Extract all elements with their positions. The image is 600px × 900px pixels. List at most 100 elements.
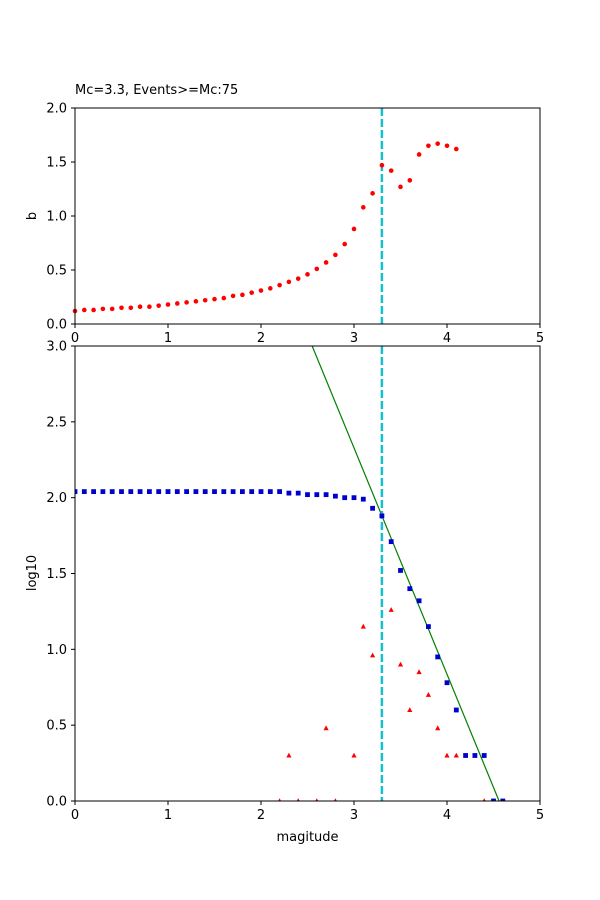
plot-area [75,346,506,801]
chart-title: Mc=3.3, Events>=Mc:75 [75,83,238,98]
data-point [100,489,106,494]
y-tick-label: 0.5 [46,719,67,734]
data-point [184,489,189,494]
data-series [75,489,506,801]
data-point [333,252,338,258]
data-point [221,295,227,301]
y-tick-label: 2.0 [46,102,67,117]
data-point [286,490,292,496]
data-point [128,305,134,311]
data-point [472,753,478,758]
data-point [315,798,319,801]
data-point [82,307,87,313]
data-point [407,586,413,592]
data-point [305,492,310,498]
data-point [323,260,329,265]
data-point [481,753,487,758]
y-tick-label: 1.5 [46,567,67,582]
y-tick-label: 2.5 [46,415,67,430]
data-point [351,752,357,758]
data-point [444,143,450,149]
data-point [351,495,357,501]
data-point [398,184,403,190]
data-point [435,725,441,731]
data-point [491,798,496,801]
y-tick-label: 1.5 [46,156,67,171]
x-axis-ticks: 0 1 2 3 4 5 [71,324,544,346]
data-point [230,489,236,494]
data-point [397,661,404,667]
data-point [333,798,337,801]
data-point [193,299,199,304]
y-axis-ticks: 0.0 0.5 1.0 1.5 2.0 2.5 3.0 [46,340,75,810]
data-point [193,489,199,494]
y-axis-ticks: 0.0 0.5 1.0 1.5 2.0 [46,102,75,333]
data-point [230,293,236,299]
data-point [286,752,292,758]
data-point [342,495,348,501]
data-point [174,489,180,494]
x-axis-label: magitude [276,830,338,845]
data-point [165,302,171,307]
y-axis-label: log10 [25,555,40,591]
data-point [212,296,217,302]
x-tick-label: 3 [350,808,358,823]
data-point [137,304,143,310]
y-tick-label: 3.0 [46,340,67,355]
data-point [286,279,292,285]
data-point [416,669,422,675]
y-tick-label: 0.0 [46,318,67,333]
y-tick-label: 1.0 [46,643,67,658]
data-point [425,692,431,697]
y-tick-label: 0.5 [46,264,67,279]
x-tick-label: 0 [71,331,79,346]
data-point [295,276,301,281]
data-point [296,798,300,801]
x-tick-label: 4 [443,331,451,346]
data-point [156,489,162,494]
data-point [240,489,245,494]
b-value-panel: Mc=3.3, Events>=Mc:75 b 0 1 2 3 4 5 0.0 0.5 1.0… [25,83,544,346]
data-point [407,707,413,712]
data-point [360,623,366,629]
x-tick-label: 4 [443,808,451,823]
data-point [454,146,459,152]
data-point [360,496,366,502]
data-point [119,305,124,311]
data-point [175,301,180,306]
data-point [416,598,422,604]
data-point [388,539,394,545]
x-tick-label: 5 [536,808,544,823]
data-point [416,152,422,157]
x-axis-ticks: 0 1 2 3 4 5 [71,801,544,823]
data-point [119,489,124,494]
data-point [388,607,394,612]
x-tick-label: 2 [257,331,265,346]
data-point [314,492,320,498]
data-point [91,307,96,313]
data-point [351,226,357,232]
data-point [379,162,385,168]
data-point [137,489,143,494]
y-axis-label: b [25,212,40,220]
data-point [388,168,394,173]
data-point [277,282,282,288]
data-point [295,490,301,496]
frequency-magnitude-panel: log10 magitude 0 1 2 3 4 5 0.0 0.5 1.0 1.5 2.0 2.5… [25,340,544,846]
data-point [147,304,152,310]
data-point [463,753,468,758]
data-point [500,798,506,801]
y-tick-label: 0.0 [46,795,67,810]
fit-line-segment [311,346,500,801]
data-point [453,707,459,713]
data-point [202,297,208,303]
data-point [370,191,375,196]
x-tick-label: 1 [164,331,172,346]
x-tick-label: 5 [536,331,544,346]
data-point [258,489,264,494]
data-point [314,266,320,272]
data-point [323,492,329,498]
data-point [426,624,431,629]
data-point [370,505,375,511]
